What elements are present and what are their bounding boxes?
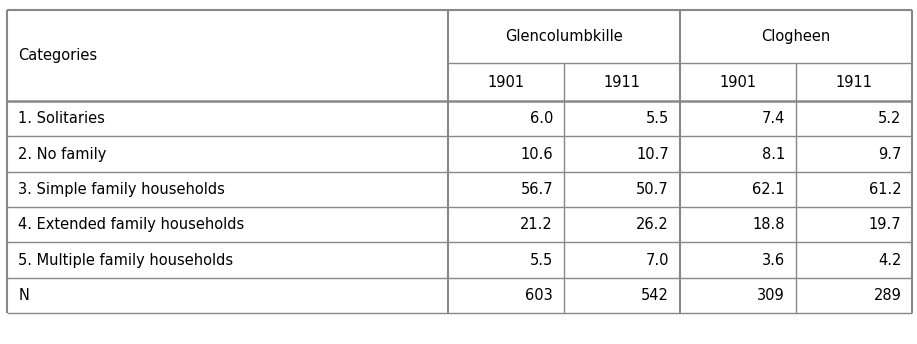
Text: Clogheen: Clogheen [761,29,831,44]
Text: 61.2: 61.2 [869,182,901,197]
Text: 10.6: 10.6 [521,147,553,162]
Text: 6.0: 6.0 [530,111,553,126]
Text: 1. Solitaries: 1. Solitaries [18,111,105,126]
Text: 26.2: 26.2 [636,217,668,232]
Text: 18.8: 18.8 [752,217,785,232]
Text: Categories: Categories [18,48,97,63]
Text: 5. Multiple family households: 5. Multiple family households [18,252,233,268]
Text: 19.7: 19.7 [869,217,901,232]
Text: 21.2: 21.2 [520,217,553,232]
Text: 5.5: 5.5 [646,111,668,126]
Text: 50.7: 50.7 [636,182,668,197]
Text: 9.7: 9.7 [878,147,901,162]
Text: 7.4: 7.4 [761,111,785,126]
Text: 62.1: 62.1 [752,182,785,197]
Text: 1901: 1901 [719,75,757,90]
Text: 289: 289 [874,288,901,303]
Text: 1901: 1901 [488,75,525,90]
Text: 1911: 1911 [835,75,873,90]
Text: Glencolumbkille: Glencolumbkille [505,29,623,44]
Text: 542: 542 [641,288,668,303]
Text: 1911: 1911 [603,75,640,90]
Text: 5.5: 5.5 [530,252,553,268]
Text: 309: 309 [757,288,785,303]
Text: 5.2: 5.2 [878,111,901,126]
Text: 3.6: 3.6 [762,252,785,268]
Text: 56.7: 56.7 [521,182,553,197]
Text: 4.2: 4.2 [878,252,901,268]
Text: N: N [18,288,29,303]
Text: 7.0: 7.0 [646,252,668,268]
Text: 10.7: 10.7 [636,147,668,162]
Text: 4. Extended family households: 4. Extended family households [18,217,245,232]
Text: 2. No family: 2. No family [18,147,106,162]
Text: 3. Simple family households: 3. Simple family households [18,182,225,197]
Text: 8.1: 8.1 [761,147,785,162]
Text: 603: 603 [525,288,553,303]
